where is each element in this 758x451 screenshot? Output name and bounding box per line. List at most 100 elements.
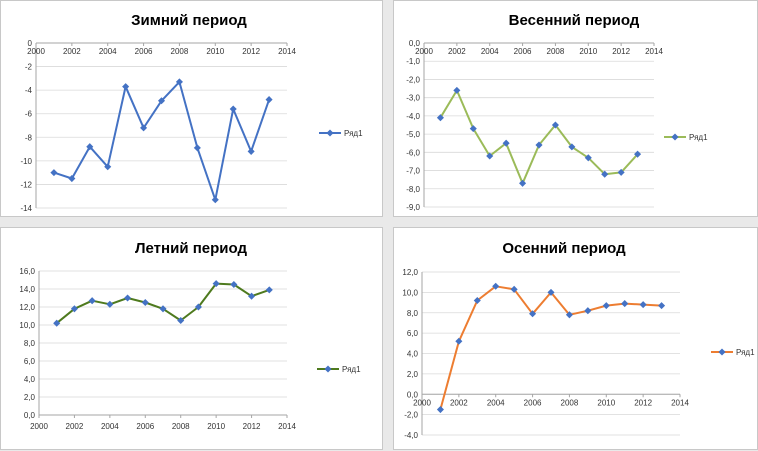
chart-title: Летний период bbox=[135, 240, 247, 257]
data-point bbox=[455, 337, 463, 345]
x-tick-label: 2004 bbox=[481, 47, 499, 56]
data-point bbox=[658, 302, 666, 310]
data-point bbox=[229, 105, 237, 113]
x-tick-label: 2010 bbox=[597, 398, 615, 407]
data-point bbox=[124, 294, 132, 302]
y-tick-label: -4 bbox=[25, 86, 33, 95]
y-tick-label: 12,0 bbox=[19, 303, 35, 312]
y-tick-label: -4,0 bbox=[404, 431, 418, 440]
x-tick-label: 2004 bbox=[487, 398, 505, 407]
y-tick-label: 12,0 bbox=[402, 268, 418, 277]
x-tick-label: 2008 bbox=[561, 398, 579, 407]
data-point bbox=[436, 405, 444, 414]
chart-autumn: Осенний период 12,0 10,0 8,0 6,0 4,0 2,0 0,0 -2… bbox=[402, 240, 755, 440]
x-tick-label: 2014 bbox=[671, 398, 689, 407]
y-tick-label: -5,0 bbox=[406, 130, 420, 139]
x-tick-label: 2000 bbox=[415, 47, 433, 56]
y-tick-label: 0,0 bbox=[24, 411, 36, 420]
x-tick-label: 2008 bbox=[547, 47, 565, 56]
data-point bbox=[177, 316, 185, 325]
data-point bbox=[194, 303, 202, 311]
data-point bbox=[621, 300, 629, 308]
y-tick-label: -4,0 bbox=[406, 112, 420, 121]
series-line bbox=[439, 89, 639, 185]
data-point bbox=[141, 298, 149, 307]
data-point bbox=[453, 86, 461, 94]
data-point bbox=[265, 286, 273, 294]
chart-summer: Летний период 16,0 14,0 12,0 10,0 8,0 6,0 4,0 2… bbox=[19, 240, 361, 431]
data-point bbox=[88, 297, 96, 305]
x-tick-label: 2008 bbox=[172, 422, 190, 431]
x-tick-label: 2006 bbox=[136, 422, 154, 431]
legend-label: Ряд1 bbox=[689, 133, 708, 142]
y-tick-label: -8 bbox=[25, 133, 33, 142]
data-point bbox=[247, 147, 255, 155]
data-point bbox=[547, 288, 555, 296]
legend-marker bbox=[326, 129, 334, 137]
chart-title: Весенний период bbox=[509, 12, 640, 29]
data-point bbox=[502, 139, 510, 147]
data-point bbox=[535, 141, 543, 149]
data-point bbox=[211, 196, 219, 204]
data-point bbox=[602, 302, 610, 310]
chart-title: Зимний период bbox=[131, 12, 247, 29]
data-point bbox=[50, 169, 58, 177]
legend-label: Ряд1 bbox=[736, 348, 755, 357]
legend-marker bbox=[718, 348, 726, 356]
y-tick-label: 2,0 bbox=[24, 393, 36, 402]
x-tick-label: 2002 bbox=[450, 398, 468, 407]
y-tick-label: 10,0 bbox=[402, 288, 418, 297]
data-point bbox=[519, 179, 527, 187]
data-point bbox=[469, 125, 477, 133]
y-tick-label: -7,0 bbox=[406, 167, 420, 176]
y-tick-label: -12 bbox=[20, 180, 32, 189]
x-tick-label: 2002 bbox=[66, 422, 84, 431]
x-tick-label: 2012 bbox=[242, 47, 260, 56]
legend-label: Ряд1 bbox=[344, 129, 363, 138]
y-tick-label: 6,0 bbox=[407, 329, 419, 338]
legend-label: Ряд1 bbox=[342, 365, 361, 374]
x-tick-label: 2008 bbox=[171, 47, 189, 56]
y-tick-label: -6,0 bbox=[406, 148, 420, 157]
y-tick-label: -14 bbox=[20, 204, 32, 213]
y-tick-label: -3,0 bbox=[406, 94, 420, 103]
y-tick-label: -6 bbox=[25, 110, 33, 119]
data-point bbox=[248, 292, 256, 300]
y-tick-label: -10 bbox=[20, 157, 32, 166]
data-point bbox=[159, 305, 167, 313]
y-tick-label: -8,0 bbox=[406, 185, 420, 194]
y-tick-label: 0,0 bbox=[409, 39, 421, 48]
series-line bbox=[439, 285, 662, 410]
chart-panel-winter: Зимний период 0 -2 -4 -6 -8 -10 -12 -14 2000 2002… bbox=[0, 0, 383, 217]
data-point bbox=[265, 96, 273, 104]
y-tick-label: 8,0 bbox=[407, 309, 419, 318]
x-tick-label: 2006 bbox=[135, 47, 153, 56]
data-point bbox=[584, 307, 592, 315]
x-tick-label: 2010 bbox=[206, 47, 224, 56]
chart-winter: Зимний период 0 -2 -4 -6 -8 -10 -12 -14 2000 2002… bbox=[20, 12, 363, 213]
x-tick-label: 2006 bbox=[514, 47, 532, 56]
x-tick-label: 2000 bbox=[30, 422, 48, 431]
data-point bbox=[86, 143, 94, 151]
legend-marker bbox=[671, 133, 679, 141]
y-tick-label: -1,0 bbox=[406, 57, 420, 66]
y-tick-label: 16,0 bbox=[19, 267, 35, 276]
x-tick-label: 2002 bbox=[448, 47, 466, 56]
y-tick-label: 4,0 bbox=[407, 350, 419, 359]
x-tick-label: 2004 bbox=[99, 47, 117, 56]
legend-marker bbox=[324, 365, 332, 373]
x-tick-label: 2002 bbox=[63, 47, 81, 56]
series-line bbox=[56, 282, 270, 324]
x-tick-label: 2010 bbox=[207, 422, 225, 431]
x-tick-label: 2000 bbox=[27, 47, 45, 56]
y-tick-label: 0,0 bbox=[407, 390, 419, 399]
chart-panel-spring: Весенний период 0,0 -1,0 -2,0 -3,0 -4,0 -5,0 -… bbox=[393, 0, 758, 217]
data-point bbox=[157, 97, 166, 105]
data-point bbox=[473, 296, 481, 305]
x-tick-label: 2006 bbox=[524, 398, 542, 407]
y-tick-label: -9,0 bbox=[406, 203, 420, 212]
x-tick-label: 2014 bbox=[645, 47, 663, 56]
x-tick-label: 2014 bbox=[278, 47, 296, 56]
x-tick-label: 2004 bbox=[101, 422, 119, 431]
y-tick-label: 0 bbox=[28, 39, 33, 48]
